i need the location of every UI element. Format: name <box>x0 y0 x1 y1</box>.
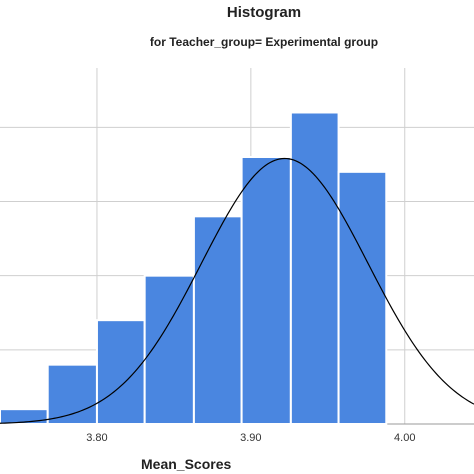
histogram-bar-6 <box>289 111 340 425</box>
x-axis-label: Mean_Scores <box>141 456 232 472</box>
histogram-bar-1 <box>46 363 98 425</box>
chart-subtitle: for Teacher_group= Experimental group <box>149 35 379 49</box>
x-tick-label-1: 3.90 <box>240 432 261 444</box>
chart-title: Histogram <box>226 4 302 21</box>
histogram-bar-5 <box>240 156 292 425</box>
histogram-bar-7 <box>337 170 388 425</box>
x-tick-label-0: 3.80 <box>86 432 107 444</box>
normal-distribution-curve <box>0 157 474 424</box>
x-tick-label-2: 4.00 <box>394 432 415 444</box>
histogram-bar-4 <box>192 215 243 425</box>
histogram-bar-2 <box>95 319 146 425</box>
